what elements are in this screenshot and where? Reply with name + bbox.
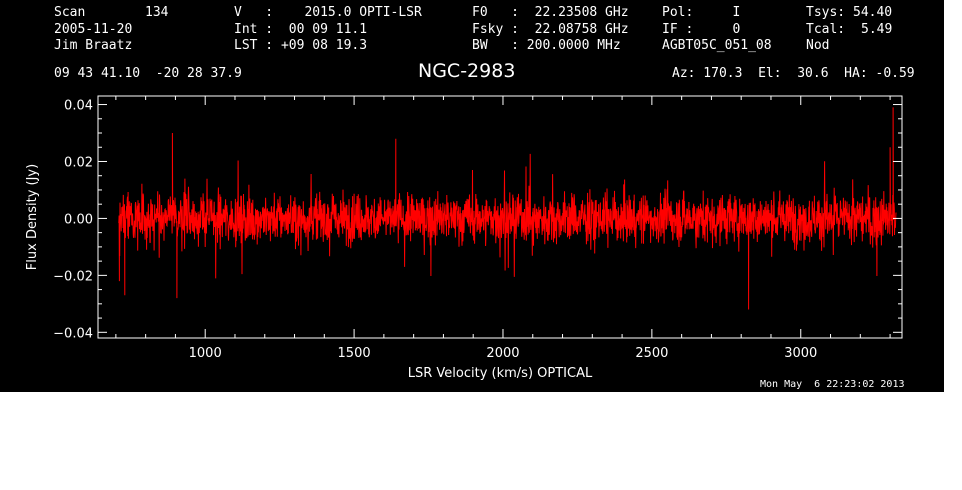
if-line: IF : 0: [662, 22, 741, 37]
velocity-line: V : 2015.0 OPTI-LSR: [234, 5, 422, 20]
spectrum-series-line: [118, 107, 897, 310]
x-tick-label: 1500: [338, 346, 371, 361]
y-tick-label: 0.00: [64, 212, 93, 227]
tick-layer: 1000 1500 2000 2500 3000 −0.04 −0.02 0.00 0.02 0.…: [53, 96, 902, 361]
chart-title: NGC-2983: [418, 60, 516, 82]
x-axis-label: LSR Velocity (km/s) OPTICAL: [408, 366, 593, 381]
y-tick-label: 0.04: [64, 99, 93, 114]
integration-line: Int : 00 09 11.1: [234, 22, 368, 37]
spectrum-trace-layer: [118, 107, 897, 310]
scan-value: 134: [145, 5, 169, 20]
polarization-line: Pol: I: [662, 5, 741, 20]
timestamp: Mon May 6 22:23:02 2013: [760, 379, 905, 390]
y-axis-label: Flux Density (Jy): [25, 164, 40, 270]
spectrum-chart: 1000 1500 2000 2500 3000 −0.04 −0.02 0.00 0.02 0.…: [25, 95, 903, 381]
ra-dec-coords: 09 43 41.10 -20 28 37.9: [54, 66, 242, 81]
x-tick-label: 3000: [784, 346, 817, 361]
obs-date: 2005-11-20: [54, 22, 133, 37]
tsys-value: 54.40: [853, 5, 893, 20]
tsys-label: Tsys:: [806, 5, 846, 20]
tcal-label: Tcal:: [806, 22, 846, 37]
x-tick-label: 2000: [486, 346, 519, 361]
f0-line: F0 : 22.23508 GHz: [472, 5, 629, 20]
y-tick-label: −0.02: [53, 269, 93, 284]
plot-frame: [97, 95, 903, 339]
fsky-line: Fsky : 22.08758 GHz: [472, 22, 629, 37]
bandwidth-line: BW : 200.0000 MHz: [472, 38, 621, 53]
scan-label: Scan: [54, 5, 86, 20]
y-tick-label: −0.04: [53, 326, 93, 341]
switch-mode: Nod: [806, 38, 830, 53]
observer-name: Jim Braatz: [54, 38, 133, 53]
lst-line: LST : +09 08 19.3: [234, 38, 368, 53]
x-tick-label: 1000: [189, 346, 222, 361]
x-tick-label: 2500: [635, 346, 668, 361]
y-tick-label: 0.02: [64, 155, 93, 170]
tcal-value: 5.49: [861, 22, 893, 37]
project-id: AGBT05C_051_08: [662, 38, 772, 53]
az-el-ha: Az: 170.3 El: 30.6 HA: -0.59: [672, 66, 915, 81]
